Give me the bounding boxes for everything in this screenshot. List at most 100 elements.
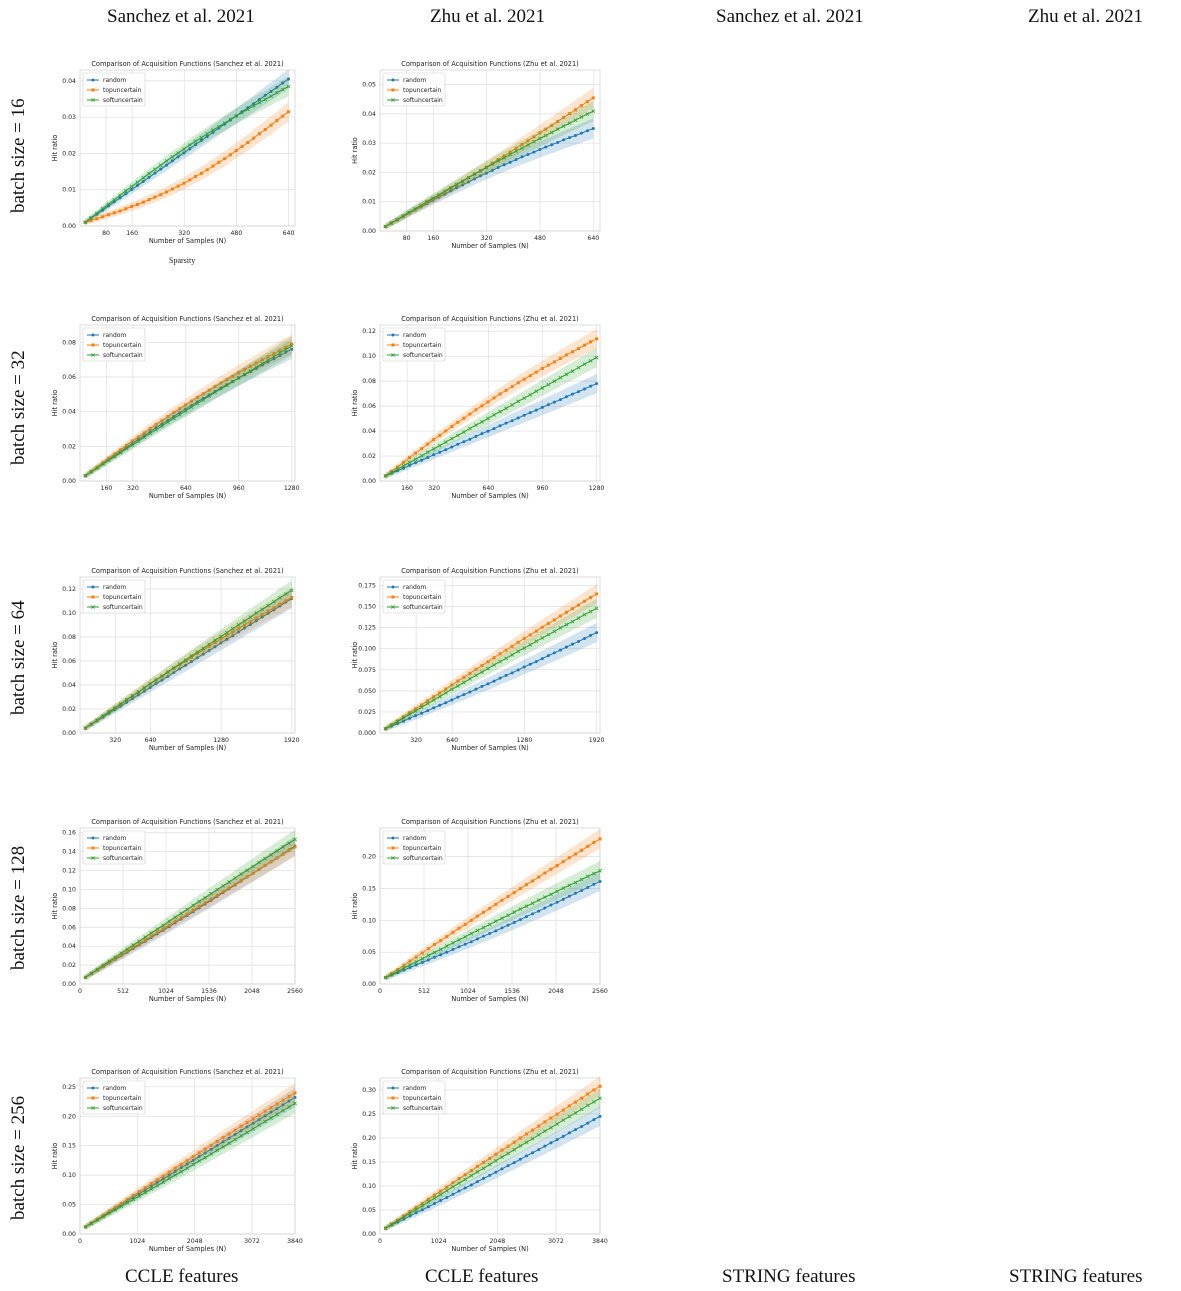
- data-point: [281, 114, 285, 118]
- data-point: [143, 1186, 147, 1190]
- data-point: [589, 633, 593, 637]
- data-point: [173, 919, 177, 923]
- data-point: [197, 1155, 201, 1159]
- x-tick-label: 512: [117, 988, 129, 995]
- data-point: [574, 108, 578, 112]
- data-point: [141, 200, 145, 204]
- data-point: [506, 1164, 510, 1168]
- data-point: [414, 1206, 418, 1210]
- data-point: [425, 201, 429, 205]
- y-tick-label: 0.025: [358, 709, 376, 716]
- data-point: [176, 155, 180, 159]
- y-tick-label: 0.100: [358, 646, 376, 653]
- confidence-band: [385, 329, 597, 479]
- data-point: [293, 1091, 297, 1095]
- data-point: [149, 1184, 153, 1188]
- data-point: [512, 891, 516, 895]
- y-axis-label: Hit ratio: [351, 1143, 359, 1170]
- data-point: [130, 205, 134, 209]
- confidence-band: [385, 118, 594, 230]
- data-point: [510, 652, 515, 657]
- data-point: [466, 175, 471, 180]
- data-point: [408, 963, 412, 967]
- legend-label: softuncertain: [103, 855, 143, 862]
- data-point: [567, 883, 572, 888]
- y-tick-label: 0.00: [62, 981, 76, 988]
- data-point: [431, 698, 436, 702]
- data-point: [207, 649, 211, 653]
- data-point: [178, 667, 182, 671]
- data-point: [582, 362, 587, 366]
- data-point: [469, 940, 473, 944]
- data-point: [191, 908, 195, 912]
- data-point: [480, 684, 484, 688]
- data-point: [172, 667, 176, 671]
- data-point: [287, 1094, 291, 1098]
- data-point: [402, 460, 406, 464]
- data-point: [154, 682, 158, 686]
- data-point: [173, 1169, 177, 1173]
- y-tick-label: 0.08: [62, 905, 76, 912]
- chart-sanchez-bs16: Comparison of Acquisition Functions (San…: [51, 60, 296, 245]
- data-point: [567, 121, 572, 126]
- data-point: [469, 1183, 473, 1187]
- data-point: [195, 650, 200, 654]
- data-point: [219, 381, 223, 385]
- data-point: [237, 371, 241, 375]
- data-point: [463, 922, 467, 926]
- series-softuncertain: [383, 101, 596, 230]
- data-point: [561, 1134, 565, 1138]
- data-point: [125, 700, 129, 704]
- data-point: [496, 157, 500, 161]
- data-point: [107, 456, 111, 460]
- data-point: [135, 183, 139, 187]
- data-point: [482, 1176, 486, 1180]
- confidence-band: [385, 373, 597, 479]
- legend-label: random: [403, 835, 426, 842]
- data-point: [516, 649, 521, 654]
- x-tick-label: 0: [78, 1238, 82, 1245]
- data-point: [160, 674, 164, 678]
- plot-frame: [79, 324, 296, 482]
- data-point: [564, 353, 568, 357]
- data-point: [209, 897, 213, 901]
- plot-frame: [79, 827, 296, 985]
- data-point: [484, 171, 488, 175]
- series-topuncertain: [384, 829, 602, 981]
- y-tick-label: 0.03: [362, 140, 376, 147]
- data-point: [245, 1121, 249, 1125]
- data-point: [585, 129, 589, 133]
- chart-title: Comparison of Acquisition Functions (Zhu…: [401, 60, 579, 68]
- data-point: [555, 1112, 559, 1116]
- legend-marker: [91, 343, 95, 347]
- y-tick-label: 0.10: [62, 610, 76, 617]
- data-point: [245, 875, 249, 879]
- legend-box: [382, 327, 446, 362]
- data-point: [408, 1210, 412, 1214]
- data-point: [131, 1197, 136, 1202]
- data-point: [474, 408, 478, 412]
- plot-frame: [79, 69, 296, 227]
- data-point: [451, 1192, 455, 1196]
- x-tick-label: 1280: [517, 737, 533, 744]
- data-point: [492, 396, 496, 400]
- data-point: [137, 1194, 142, 1199]
- data-point: [494, 1170, 498, 1174]
- x-tick-label: 640: [587, 235, 599, 242]
- data-point: [203, 1155, 208, 1160]
- data-point: [142, 689, 146, 693]
- data-point: [243, 368, 247, 372]
- data-point: [598, 879, 602, 883]
- data-point: [207, 394, 212, 399]
- data-point: [221, 1144, 226, 1149]
- confidence-band: [385, 598, 597, 732]
- data-point: [148, 681, 153, 686]
- data-point: [474, 434, 478, 438]
- data-point: [408, 463, 412, 467]
- legend: random topuncertain softuncertain: [82, 579, 146, 614]
- data-point: [396, 1218, 400, 1222]
- data-point: [437, 694, 442, 699]
- x-axis-label: Number of Samples (N): [149, 744, 226, 752]
- data-point: [89, 722, 94, 727]
- data-point: [474, 667, 478, 671]
